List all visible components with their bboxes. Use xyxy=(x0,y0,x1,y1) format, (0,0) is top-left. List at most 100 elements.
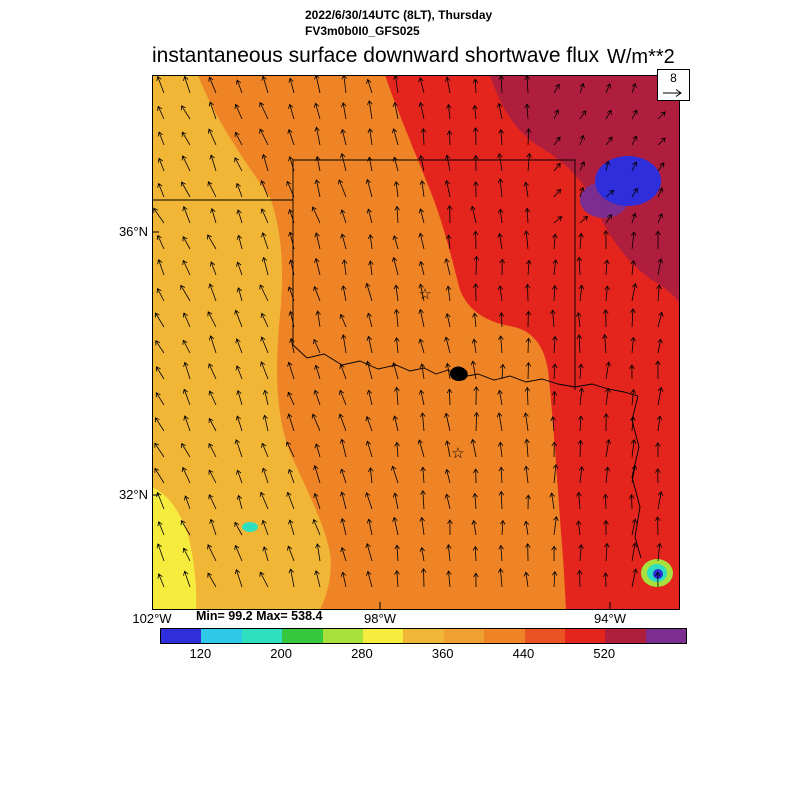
wind-arrow xyxy=(366,312,373,328)
wind-arrow xyxy=(207,181,217,198)
wind-arrow xyxy=(444,468,451,484)
wind-arrow xyxy=(208,390,217,406)
wind-arrow xyxy=(156,287,165,302)
axis-ticks xyxy=(152,231,611,609)
wind-arrow xyxy=(602,309,609,328)
wind-arrow xyxy=(420,567,427,588)
city-marker-star-south: ☆ xyxy=(451,445,464,462)
wind-arrow xyxy=(288,519,295,536)
wind-arrow xyxy=(180,519,191,536)
wind-arrow xyxy=(341,334,347,354)
wind-arrow xyxy=(261,519,269,536)
wind-arrow xyxy=(417,439,425,458)
wind-arrow xyxy=(579,215,589,224)
wind-arrow xyxy=(472,312,478,328)
wind-arrow xyxy=(551,284,558,302)
wind-arrow xyxy=(365,415,373,432)
wind-arrow xyxy=(631,283,638,302)
wind-arrow xyxy=(631,464,638,484)
wind-arrow xyxy=(418,208,425,224)
wind-arrow xyxy=(418,338,425,354)
wind-arrow xyxy=(341,259,348,276)
wind-arrow xyxy=(235,415,243,432)
wind-arrow xyxy=(444,440,451,458)
wind-arrow xyxy=(365,440,373,458)
colorbar-segment xyxy=(645,629,687,643)
wind-arrow xyxy=(471,519,477,536)
wind-arrow xyxy=(208,101,217,120)
wind-arrow xyxy=(578,363,584,380)
wind-arrow xyxy=(208,363,217,380)
wind-arrow xyxy=(605,438,612,458)
wind-arrow xyxy=(314,443,321,458)
wind-arrow xyxy=(207,128,217,146)
wind-arrow xyxy=(525,543,531,562)
wind-arrow xyxy=(183,415,191,432)
colorbar-segment xyxy=(161,629,202,643)
wind-arrow xyxy=(366,570,373,588)
wind-arrow xyxy=(576,520,582,536)
wind-arrow xyxy=(551,570,558,588)
wind-arrow xyxy=(631,161,638,172)
wind-arrow xyxy=(629,364,635,380)
wind-arrow xyxy=(525,494,531,510)
wind-arrow xyxy=(444,154,451,172)
wind-arrow xyxy=(418,154,425,172)
wind-arrow xyxy=(551,545,557,562)
colorbar-tick-label: 440 xyxy=(512,646,535,661)
wind-arrow xyxy=(367,234,374,250)
wind-arrow xyxy=(235,182,243,198)
wind-arrow xyxy=(472,492,478,510)
wind-arrow xyxy=(235,79,243,94)
wind-arrow xyxy=(630,259,636,276)
map-plot: ☆ ☆ xyxy=(152,74,680,610)
wind-arrow xyxy=(604,160,611,172)
wind-arrow xyxy=(208,494,217,510)
wind-arrow xyxy=(394,386,400,406)
wind-arrow xyxy=(156,234,165,250)
colorbar-tick-label: 200 xyxy=(270,646,292,661)
colorbar-segment xyxy=(362,629,404,643)
wind-arrow xyxy=(394,336,400,354)
flux-region-amber-west-band xyxy=(152,75,331,610)
wind-arrow xyxy=(631,82,637,94)
wind-arrow xyxy=(182,236,191,250)
wind-arrow xyxy=(234,568,243,588)
wind-arrow xyxy=(525,361,532,380)
colorbar-segment xyxy=(403,629,444,643)
wind-arrow xyxy=(392,156,399,172)
lon-label-102w: 102°W xyxy=(132,611,172,626)
wind-arrow xyxy=(288,156,295,172)
wind-arrow xyxy=(524,207,531,224)
wind-arrow xyxy=(338,179,347,198)
wind-arrow xyxy=(391,128,399,146)
wind-arrow xyxy=(579,82,585,94)
wind-arrow xyxy=(655,230,661,249)
wind-arrow xyxy=(631,568,638,588)
min-max-label: Min= 99.2 Max= 538.4 xyxy=(196,609,323,623)
wind-arrow xyxy=(182,388,191,406)
wind-arrow xyxy=(288,310,295,328)
wind-arrow xyxy=(367,156,373,172)
wind-arrow xyxy=(578,465,585,484)
wind-arrow xyxy=(180,181,191,198)
wind-arrow xyxy=(207,311,217,328)
wind-arrow xyxy=(392,101,399,120)
wind-arrow xyxy=(365,282,373,302)
wind-arrow xyxy=(419,363,426,380)
wind-reference-arrow-icon xyxy=(663,89,682,97)
wind-arrow xyxy=(260,179,269,198)
wind-arrow xyxy=(526,259,532,276)
wind-arrow xyxy=(656,284,662,302)
wind-arrow xyxy=(313,389,321,406)
wind-arrow xyxy=(498,544,504,562)
wind-arrow xyxy=(340,209,347,224)
wind-arrow xyxy=(499,363,506,380)
wind-arrow xyxy=(261,75,269,94)
wind-arrow xyxy=(259,284,269,302)
wind-arrow xyxy=(261,467,269,484)
wind-arrow xyxy=(182,339,191,354)
wind-arrow xyxy=(367,100,373,120)
wind-arrow xyxy=(315,155,321,172)
